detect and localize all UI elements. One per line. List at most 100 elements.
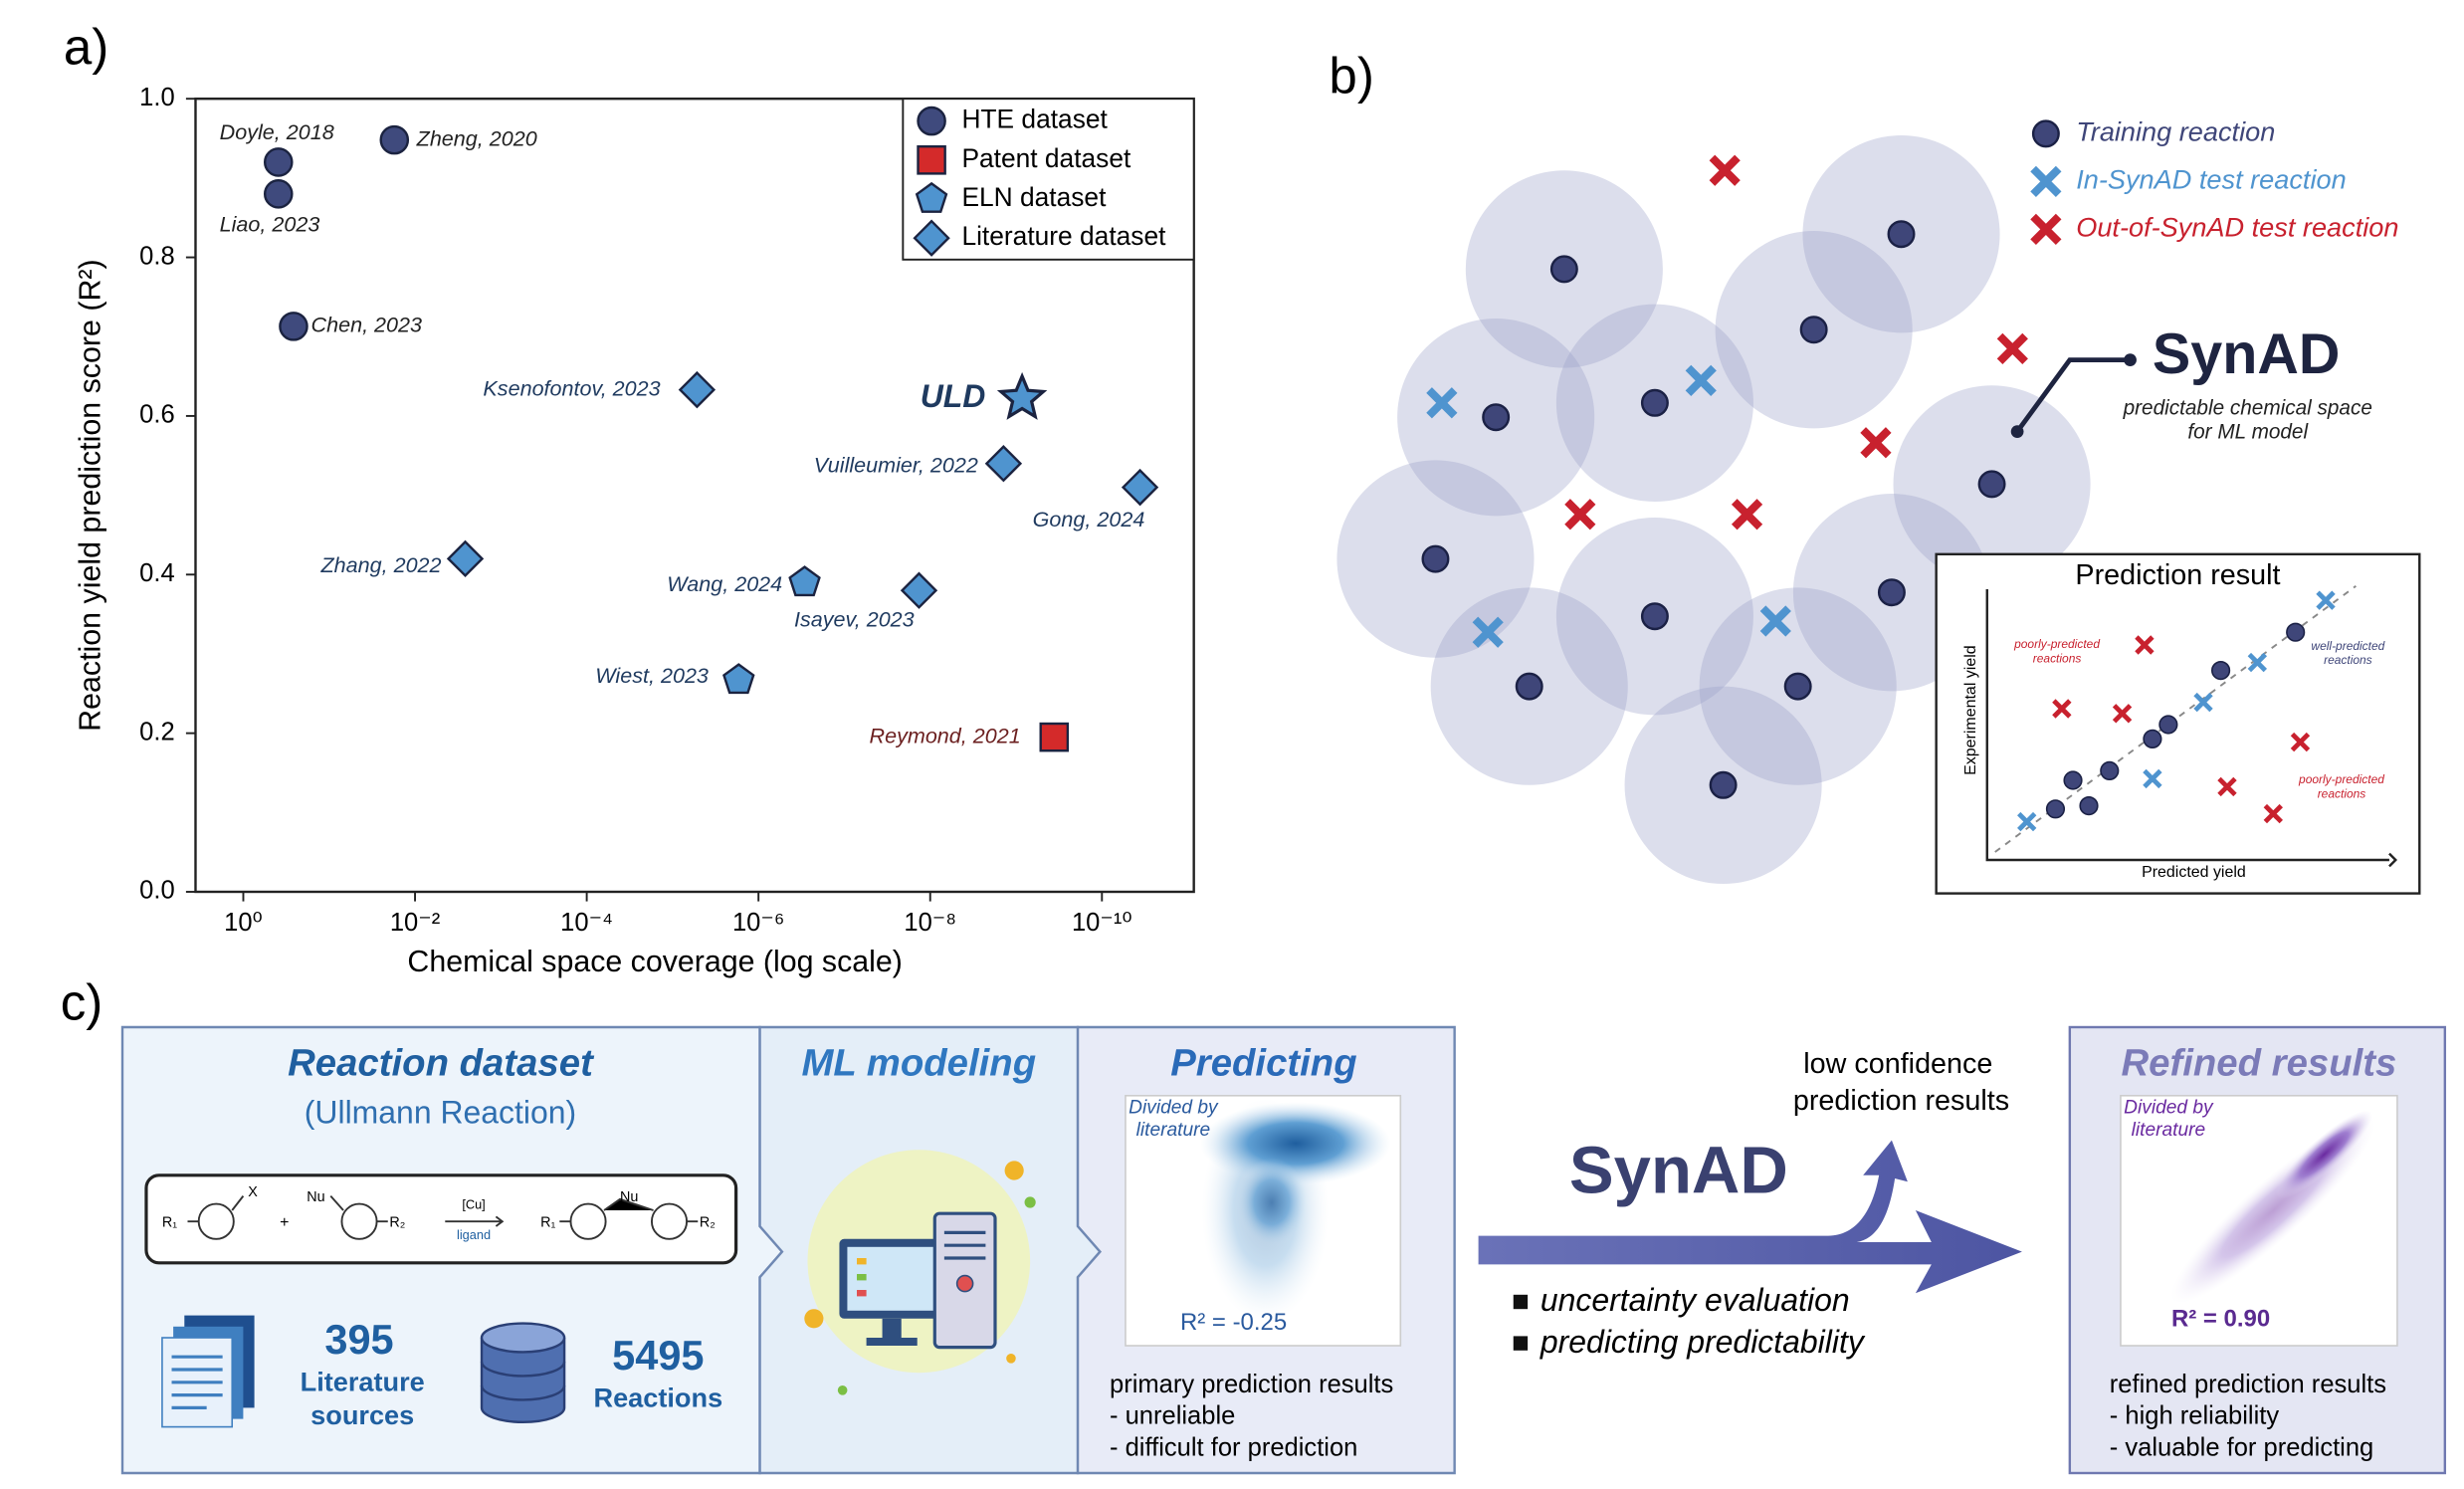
ui: [857, 1290, 867, 1297]
bullet: [1513, 1294, 1529, 1310]
point-label: Wang, 2024: [667, 571, 782, 596]
point-label: Vuilleumier, 2022: [814, 453, 978, 478]
db-body: [480, 1338, 566, 1423]
test-cross: [1426, 387, 1458, 419]
training-dot: [1799, 316, 1828, 344]
synad-arrow: [1478, 1140, 2022, 1294]
legend-text: ELN dataset: [961, 182, 1107, 212]
x-tick-label: 10⁻⁶: [732, 909, 784, 937]
training-dot: [1709, 770, 1738, 799]
dot: [1006, 1354, 1016, 1364]
density: [1200, 1102, 1391, 1185]
base: [866, 1338, 918, 1346]
reagent: [Cu]: [462, 1197, 485, 1212]
highlight-label: ULD: [921, 378, 986, 414]
legend-marker: [915, 181, 948, 213]
plot-note: literature: [2132, 1120, 2206, 1141]
r2-label: R² = 0.90: [2171, 1306, 2270, 1333]
substituent: R₂: [700, 1215, 716, 1231]
bonds: [187, 1194, 699, 1223]
test-cross: [2217, 776, 2237, 797]
test-cross: [2052, 699, 2072, 719]
plot-note: Divided by: [1129, 1098, 1219, 1119]
legend-marker: [917, 106, 946, 136]
test-cross: [1472, 616, 1504, 648]
reaction-arrow: [445, 1215, 505, 1227]
test-cross: [2193, 692, 2213, 713]
point: [263, 179, 294, 209]
substituent: R₁: [162, 1215, 177, 1231]
point: [722, 663, 755, 695]
training-dot: [1783, 672, 1812, 701]
synad-subtitle: for ML model: [2187, 421, 2309, 444]
training-dot: [1640, 388, 1669, 417]
arrow-shape: [1478, 1140, 2022, 1294]
test-cross: [1759, 605, 1791, 637]
training-dot: [1877, 578, 1906, 607]
training-dot: [1421, 544, 1450, 573]
y-axis-label: Reaction yield prediction score (R²): [75, 259, 107, 732]
training-dot: [1887, 220, 1916, 249]
training-dot: [1640, 602, 1669, 631]
x-tick-label: 10⁻²: [390, 909, 441, 937]
panel-label: c): [61, 974, 103, 1031]
inset-dot: [2045, 799, 2066, 819]
point: [1039, 722, 1070, 752]
caption: - difficult for prediction: [1110, 1434, 1357, 1462]
test-cross: [2017, 811, 2037, 832]
test-cross: [2263, 803, 2283, 824]
database-icon: [480, 1322, 566, 1423]
training-dot: [1482, 403, 1511, 432]
inset-x-label: Predicted yield: [2142, 864, 2246, 881]
caption: - high reliability: [2110, 1402, 2280, 1430]
point: [379, 124, 410, 155]
inset-dot: [2063, 770, 2083, 790]
point-label: Wiest, 2023: [595, 663, 709, 688]
literature-count: 395: [324, 1316, 393, 1363]
test-cross: [2143, 768, 2162, 789]
test-cross: [2112, 704, 2133, 724]
legend-text: Out-of-SynAD test reaction: [2076, 212, 2398, 243]
point: [279, 312, 308, 341]
branch-label: prediction results: [1793, 1085, 2009, 1117]
inset-note: reactions: [2324, 653, 2372, 667]
literature-label: Literature: [301, 1367, 425, 1397]
point-label: Zheng, 2020: [416, 125, 537, 150]
inset-dot: [2079, 796, 2099, 816]
x-tick-label: 10⁻⁴: [560, 909, 613, 937]
y-tick-label: 0.8: [139, 242, 175, 270]
density: [1236, 1158, 1308, 1247]
training-dot: [1977, 470, 2006, 499]
test-cross: [1731, 499, 1763, 531]
substituent: Nu: [307, 1189, 324, 1205]
doc-lines: [171, 1355, 223, 1409]
caption: - unreliable: [1110, 1402, 1235, 1430]
legend-box: [902, 98, 1195, 261]
inset-arrow: [2388, 852, 2398, 868]
legend-text: HTE dataset: [961, 105, 1108, 134]
x-tick-label: 10⁰: [224, 909, 263, 937]
legend-cross: [2030, 213, 2062, 246]
dot: [837, 1385, 848, 1395]
legend-marker: [917, 145, 946, 175]
inset-dot: [2286, 622, 2306, 642]
stand: [882, 1318, 902, 1338]
y-tick-label: 0.2: [139, 718, 175, 745]
legend-text: Training reaction: [2076, 116, 2275, 147]
bullet: [1513, 1336, 1529, 1351]
r2-label: R² = -0.25: [1180, 1309, 1287, 1336]
test-cross: [1996, 332, 2028, 365]
bullet-text: uncertainty evaluation: [1540, 1282, 1850, 1318]
literature-label: sources: [310, 1399, 414, 1430]
point: [996, 371, 1048, 420]
inset-axes: [1985, 589, 2389, 862]
inset-dot: [2100, 760, 2120, 781]
documents-icon: [161, 1315, 255, 1428]
point-label: Isayev, 2023: [794, 606, 915, 631]
x-axis-label: Chemical space coverage (log scale): [407, 946, 902, 978]
point: [678, 370, 717, 409]
inset: Prediction result Predicted yield Experi…: [1935, 552, 2421, 895]
training-dot: [1515, 672, 1543, 701]
dataset-subtitle: (Ullmann Reaction): [305, 1094, 576, 1130]
point: [984, 445, 1023, 483]
